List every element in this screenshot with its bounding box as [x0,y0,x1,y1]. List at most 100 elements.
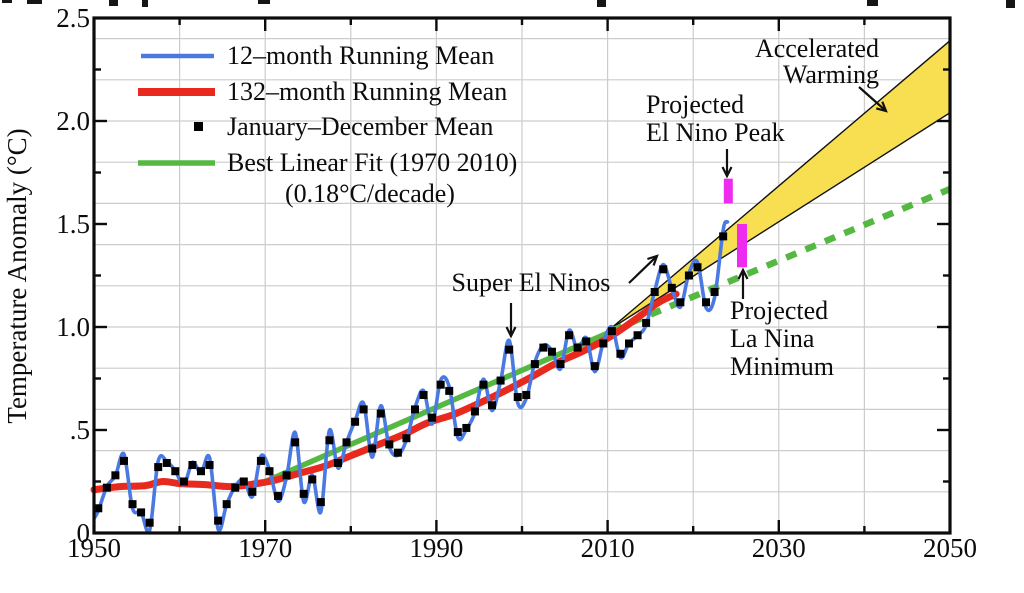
annual-mean-square [590,362,599,371]
annual-mean-square [547,347,556,356]
super-el-ninos-arrow [505,303,517,339]
y-tick-label: 2.5 [56,3,90,33]
annual-mean-square [428,413,437,422]
annual-mean-square [265,467,274,476]
annual-mean-square [333,458,342,467]
cropped-title-fragment [597,0,606,7]
annual-mean-square [248,487,257,496]
annual-mean-square [411,405,419,414]
x-tick-label: 1990 [409,533,463,563]
y-tick-labels: 2.5 2.0 1.5 1.0 .5 0 [56,3,90,548]
annual-mean-square [368,444,377,453]
annual-mean-square [513,393,522,402]
cropped-title-fragment [109,0,118,6]
annual-mean-square [119,456,128,465]
projected-la-nina-line1: Projected [730,296,828,325]
annual-mean-square [145,518,154,527]
running-mean-12mo-line [94,219,730,533]
projected-el-nino-arrow-head [721,166,733,179]
annual-mean-square [573,343,582,352]
x-tick-label: 1950 [67,533,121,563]
accelerated-warming-arrow-shaft [858,86,886,111]
projected-el-nino-line2: El Nino Peak [646,118,785,147]
projected-el-nino-line1: Projected [646,90,744,119]
cropped-title-fragment [1006,0,1015,8]
projected-el-nino-arrow [721,149,733,179]
annual-mean-square [197,467,205,476]
projected-la-nina-arrow-head [737,267,749,280]
y-tick-label: 1.5 [56,209,90,239]
super-el-nino-2016-arrow-shaft [628,256,657,284]
annual-mean-square [128,500,137,509]
annual-mean-square [667,283,676,292]
annual-mean-square [256,456,265,465]
annual-mean-square [479,380,488,389]
projected-la-nina-line2: La Nina [730,324,815,353]
super-el-ninos-arrow-head [505,326,517,339]
cropped-title-fragment [258,0,270,4]
annual-mean-square [231,483,240,492]
cropped-title-fragment [867,0,878,6]
super-el-nino-2016-arrow [628,254,659,284]
annual-mean-square [162,458,171,467]
projection-bars [723,178,747,268]
annual-mean-square [342,438,351,447]
accelerated-warming-line2: Warming [783,60,879,89]
legend-label-132mo: 132–month Running Mean [227,77,507,106]
annotation-arrows [505,86,888,339]
accelerated-warming-arrow-head [876,101,888,113]
annual-mean-square [719,232,728,241]
grid-lines [94,18,950,533]
annual-mean-square [582,337,591,346]
plot-frame-and-ticks [92,16,952,535]
legend: 12–month Running Mean 132–month Running … [138,41,517,208]
annual-mean-square [419,390,428,399]
x-tick-label: 2030 [752,533,806,563]
annual-mean-square [676,298,685,307]
annual-mean-square [710,287,719,296]
legend-label-annual: January–December Mean [227,112,493,141]
annual-mean-square [308,475,317,484]
annual-mean-square [239,477,248,486]
annual-mean-square [188,461,197,470]
y-tick-label: .5 [70,415,90,445]
y-tick-label: 1.0 [56,312,90,342]
annual-mean-square [462,423,471,432]
annual-mean-square [556,360,565,369]
annual-mean-square [530,360,539,369]
annual-mean-square [642,318,651,327]
annotation-projected-el-nino: Projected El Nino Peak [646,90,785,147]
annual-mean-square [171,467,180,476]
x-tick-label: 2010 [581,533,635,563]
legend-label-12mo: 12–month Running Mean [227,41,494,70]
annual-mean-square [539,343,548,352]
annual-mean-square [102,483,111,492]
annual-mean-square [625,339,633,348]
la-nina-minimum-bar [736,224,747,268]
annual-mean-square [650,287,659,296]
annual-mean-square [179,477,188,486]
running-mean-132mo-line [90,290,680,494]
annual-mean-square [359,405,368,414]
annual-mean-square [291,438,300,447]
el-nino-peak-bar [723,178,733,204]
legend-label-bestfit: Best Linear Fit (1970 2010) [227,148,517,177]
y-tick-label: 0 [77,518,91,548]
annual-mean-square [154,463,163,472]
annual-mean-square [385,440,394,449]
annual-mean-square [693,263,702,272]
annual-mean-square [522,390,531,399]
annual-mean-square [496,376,505,385]
annual-mean-square [470,407,479,416]
projected-la-nina-line3: Minimum [730,352,834,381]
annual-mean-square [222,500,231,509]
annual-mean-square [436,380,445,389]
legend-label-rate: (0.18°C/decade) [285,179,455,208]
cropped-title-fragment [27,0,42,4]
annual-mean-square [137,508,146,517]
annual-mean-square [505,345,514,354]
annual-mean-square [282,471,291,480]
cropped-title-fragment [2,0,12,3]
